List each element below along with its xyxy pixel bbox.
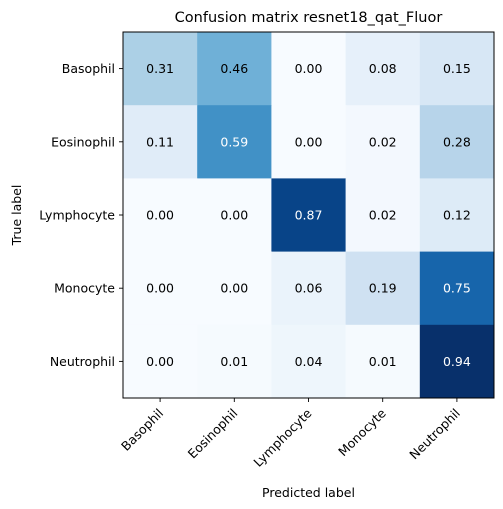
cell-value-label: 0.00	[146, 354, 174, 369]
heatmap-cells	[123, 32, 495, 399]
cell-value-label: 0.00	[295, 134, 323, 149]
cell-value-label: 0.46	[220, 61, 248, 76]
heatmap-cell	[123, 32, 198, 106]
cell-value-label: 0.00	[220, 281, 248, 296]
heatmap-cell	[419, 251, 495, 326]
y-tick-label: Lymphocyte	[39, 208, 115, 223]
cell-value-label: 0.11	[146, 134, 174, 149]
cell-value-label: 0.01	[369, 354, 397, 369]
cell-value-label: 0.87	[295, 208, 323, 223]
cell-value-label: 0.59	[220, 134, 248, 149]
heatmap-cell	[123, 105, 198, 179]
heatmap-cell	[123, 178, 198, 253]
heatmap-cell	[345, 178, 421, 253]
heatmap-cell	[271, 32, 347, 106]
heatmap-cell	[197, 324, 272, 399]
heatmap-cell	[197, 251, 272, 326]
cell-value-label: 0.00	[146, 208, 174, 223]
heatmap-cell-labels: 0.31 0.46 0.00 0.08 0.15 0.11 0.59 0.00 0.02 0.28…	[146, 61, 471, 369]
heatmap-cell	[345, 324, 421, 399]
cell-value-label: 0.00	[220, 208, 248, 223]
y-tick-label: Neutrophil	[50, 354, 115, 369]
heatmap-cell	[271, 178, 347, 253]
heatmap-cell	[345, 32, 421, 106]
x-axis-label: Predicted label	[262, 485, 355, 500]
cell-value-label: 0.02	[369, 208, 397, 223]
y-tick-label: Eosinophil	[51, 134, 115, 149]
heatmap-cell	[123, 251, 198, 326]
cell-value-label: 0.75	[443, 281, 471, 296]
heatmap-cell	[271, 324, 347, 399]
heatmap-cell	[271, 251, 347, 326]
cell-value-label: 0.06	[295, 281, 323, 296]
cell-value-label: 0.12	[443, 208, 471, 223]
heatmap-cell	[419, 32, 495, 106]
cell-value-label: 0.28	[443, 134, 471, 149]
y-axis-label: True label	[9, 185, 24, 247]
cell-value-label: 0.00	[146, 281, 174, 296]
cell-value-label: 0.08	[369, 61, 397, 76]
heatmap-cell	[123, 324, 198, 399]
chart-title: Confusion matrix resnet18_qat_Fluor	[175, 10, 443, 26]
heatmap-cell	[197, 32, 272, 106]
cell-value-label: 0.04	[295, 354, 323, 369]
heatmap-cell	[419, 105, 495, 179]
cell-value-label: 0.31	[146, 61, 174, 76]
y-tick-label: Monocyte	[54, 281, 115, 296]
heatmap-cell	[419, 178, 495, 253]
cell-value-label: 0.01	[220, 354, 248, 369]
cell-value-label: 0.02	[369, 134, 397, 149]
cell-value-label: 0.00	[295, 61, 323, 76]
y-axis-ticks: Basophil Eosinophil Lymphocyte Monocyte Neut…	[39, 61, 123, 369]
heatmap-cell	[419, 324, 495, 399]
cell-value-label: 0.19	[369, 281, 397, 296]
cell-value-label: 0.94	[443, 354, 471, 369]
heatmap-cell	[345, 251, 421, 326]
heatmap-cell	[271, 105, 347, 179]
heatmap-cell	[197, 178, 272, 253]
y-tick-label: Basophil	[62, 61, 115, 76]
cell-value-label: 0.15	[443, 61, 471, 76]
heatmap-cell	[197, 105, 272, 179]
heatmap-cell	[345, 105, 421, 179]
